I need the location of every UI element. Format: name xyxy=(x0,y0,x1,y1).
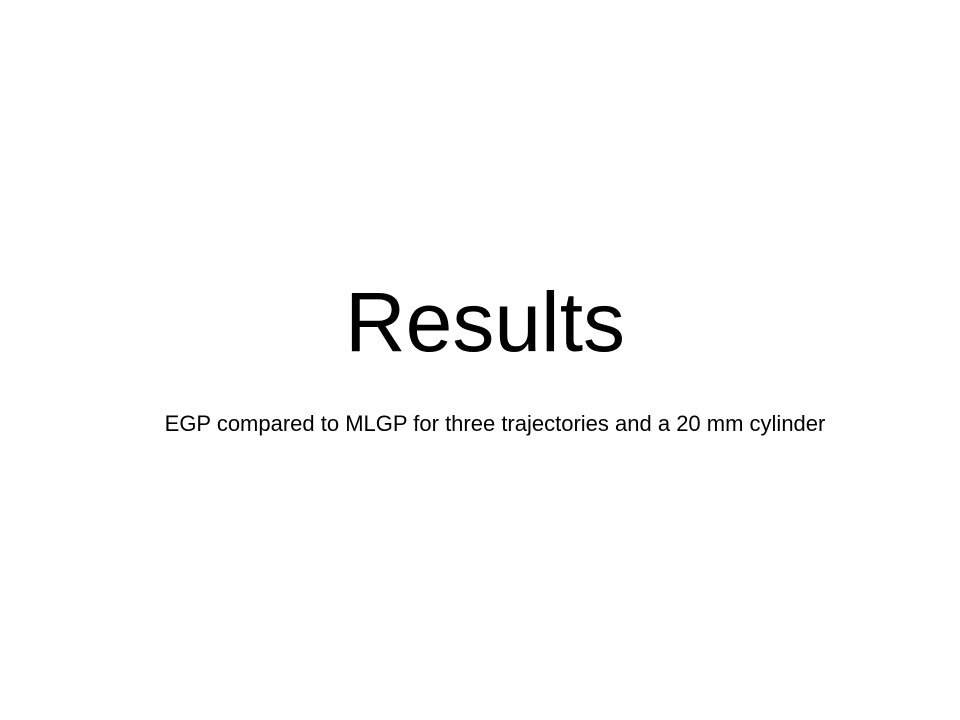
slide-title: Results xyxy=(344,275,626,369)
slide-subtitle: EGP compared to MLGP for three trajector… xyxy=(164,411,826,436)
